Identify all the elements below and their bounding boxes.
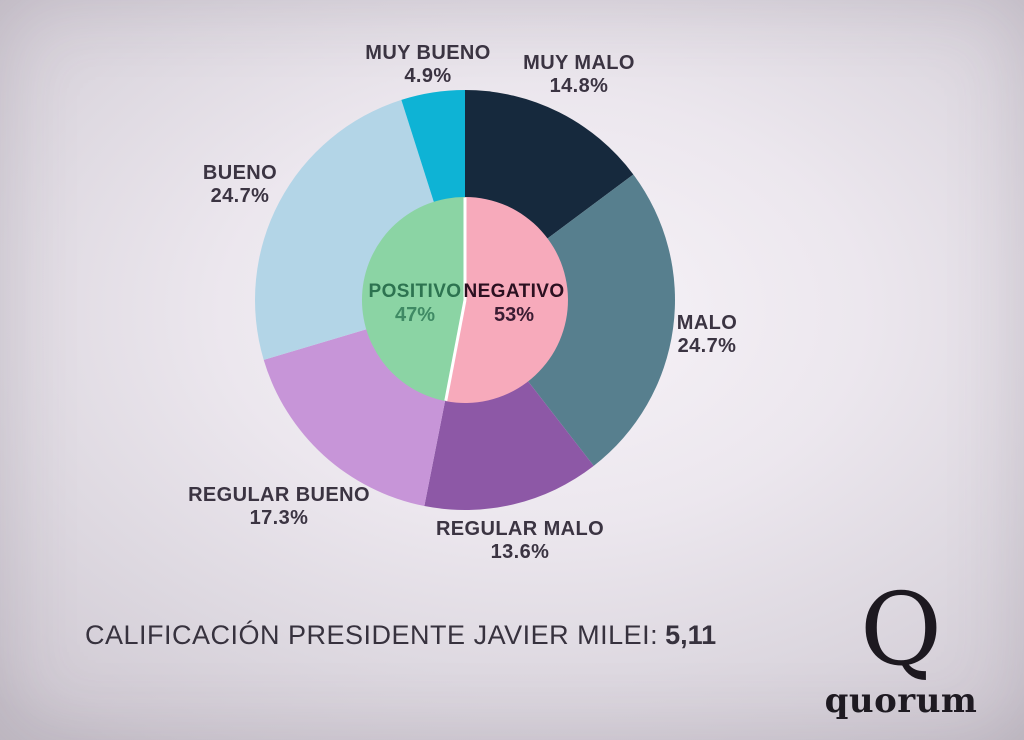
label-malo-name: MALO: [676, 312, 738, 334]
inner-pie-divider: [444, 299, 467, 401]
label-regular-bueno: REGULAR BUENO 17.3%: [188, 484, 370, 530]
label-positivo-pct: 47%: [394, 304, 436, 326]
label-negativo-pct: 53%: [493, 304, 535, 326]
label-bueno-pct: 24.7%: [210, 185, 270, 207]
slice-positivo: [361, 197, 465, 402]
caption-label: CALIFICACIÓN PRESIDENTE JAVIER MILEI:: [85, 620, 659, 650]
label-bueno: BUENO 24.7%: [203, 162, 277, 208]
label-regular-bueno-name: REGULAR BUENO: [188, 484, 370, 506]
label-malo: MALO 24.7%: [677, 312, 737, 358]
label-regular-malo-name: REGULAR MALO: [435, 518, 605, 540]
label-regular-malo: REGULAR MALO 13.6%: [436, 518, 604, 564]
label-negativo: NEGATIVO 53%: [463, 281, 564, 326]
chart-caption: CALIFICACIÓN PRESIDENTE JAVIER MILEI: 5,1…: [85, 620, 716, 651]
slice-malo: [465, 174, 675, 466]
label-muy-bueno-name: MUY BUENO: [365, 42, 491, 64]
label-muy-malo: MUY MALO 14.8%: [523, 52, 635, 98]
label-regular-bueno-pct: 17.3%: [249, 507, 309, 529]
label-positivo-name: POSITIVO: [368, 281, 462, 302]
slice-negativo: [445, 197, 568, 403]
quorum-logo: Q quorum: [824, 571, 978, 721]
label-muy-bueno-pct: 4.9%: [404, 65, 452, 87]
caption-value: 5,11: [665, 620, 717, 650]
label-muy-bueno: MUY BUENO 4.9%: [365, 42, 490, 88]
quorum-logo-wordmark: quorum: [824, 681, 978, 721]
quorum-logo-q-icon: Q: [860, 571, 942, 688]
label-regular-malo-pct: 13.6%: [490, 541, 550, 563]
label-negativo-name: NEGATIVO: [463, 281, 565, 302]
label-muy-malo-pct: 14.8%: [549, 75, 609, 97]
label-muy-malo-name: MUY MALO: [523, 52, 635, 74]
label-bueno-name: BUENO: [202, 162, 278, 184]
label-positivo: POSITIVO 47%: [369, 281, 462, 326]
label-malo-pct: 24.7%: [677, 335, 737, 357]
